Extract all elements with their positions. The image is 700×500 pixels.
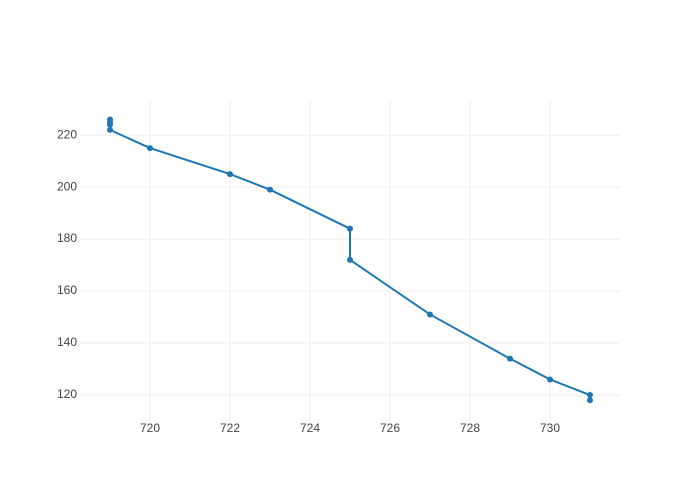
data-point: [547, 376, 553, 383]
data-point: [587, 397, 593, 404]
data-point: [107, 126, 113, 133]
data-point: [587, 392, 593, 399]
data-point: [347, 256, 353, 263]
x-tick-label: 722: [220, 421, 240, 435]
y-tick-label: 220: [57, 127, 77, 141]
data-point: [107, 121, 113, 128]
x-tick-label: 720: [140, 421, 160, 435]
y-tick-label: 180: [57, 231, 77, 245]
y-tick-label: 120: [57, 387, 77, 401]
x-tick-label: 728: [460, 421, 480, 435]
data-point: [227, 171, 233, 178]
data-point: [147, 145, 153, 152]
data-point: [427, 311, 433, 318]
data-point: [347, 225, 353, 232]
x-tick-label: 730: [540, 421, 560, 435]
data-point: [507, 355, 513, 362]
data-point: [267, 186, 273, 193]
y-tick-label: 140: [57, 335, 77, 349]
y-tick-label: 200: [57, 179, 77, 193]
x-tick-label: 724: [300, 421, 320, 435]
x-tick-label: 726: [380, 421, 400, 435]
y-tick-label: 160: [57, 283, 77, 297]
